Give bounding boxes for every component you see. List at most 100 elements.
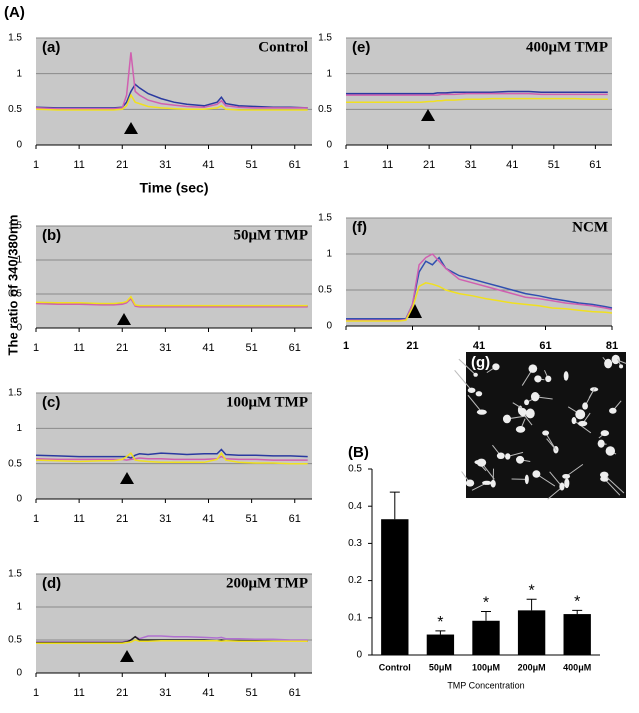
cell [582, 402, 588, 409]
y-tick-label: 1 [16, 423, 22, 434]
x-axis-label: TMP Concentration [447, 680, 524, 690]
image-label: (g) [471, 354, 490, 371]
y-tick-label: 0.5 [8, 458, 22, 469]
cell [492, 363, 499, 370]
x-tick-label: 51 [246, 342, 258, 354]
cell [476, 391, 483, 396]
y-axis-label: The ratio of 340/380nm [5, 215, 20, 356]
cell [466, 479, 474, 486]
x-tick-label: 21 [116, 159, 128, 171]
cell [575, 409, 585, 419]
x-tick-label: 100μM [472, 662, 500, 672]
x-tick-label: 61 [289, 342, 301, 354]
panel-title: NCM [572, 219, 608, 235]
significance-marker: * [574, 594, 580, 611]
x-tick-label: 51 [246, 159, 258, 171]
x-tick-label: 51 [246, 687, 258, 699]
panel-title: 400μM TMP [526, 39, 608, 55]
y-tick-label: 1.5 [8, 221, 22, 232]
y-tick-label: 1.5 [318, 33, 332, 44]
panel-label: (B) [348, 444, 369, 461]
x-tick-label: 400μM [563, 662, 591, 672]
x-axis-label: Time (sec) [140, 180, 209, 196]
y-tick-label: 1.5 [318, 213, 332, 224]
panel-label: (c) [42, 394, 60, 411]
cell [564, 478, 569, 488]
y-tick-label: 0.1 [348, 612, 362, 623]
y-tick-label: 1 [16, 68, 22, 79]
x-tick-label: 31 [159, 342, 171, 354]
cell [473, 373, 478, 377]
y-tick-label: 0 [326, 140, 332, 151]
y-tick-label: 0.4 [348, 501, 362, 512]
x-tick-label: 31 [159, 159, 171, 171]
cell [542, 430, 549, 435]
x-tick-label: 31 [159, 687, 171, 699]
cell [482, 481, 491, 485]
cell [564, 371, 569, 381]
cell [519, 408, 526, 416]
x-tick-label: 81 [606, 340, 618, 352]
cell [516, 456, 524, 464]
x-tick-label: 11 [382, 159, 393, 171]
x-tick-label: Control [379, 662, 411, 672]
x-tick-label: 1 [33, 159, 39, 171]
panel-label: (f) [352, 219, 367, 236]
x-tick-label: 41 [202, 687, 214, 699]
x-tick-label: 41 [202, 342, 214, 354]
cell [604, 359, 612, 369]
cell [612, 355, 620, 364]
x-tick-label: 41 [202, 159, 214, 171]
y-tick-label: 0 [16, 668, 22, 679]
x-tick-label: 61 [289, 513, 301, 525]
x-tick-label: 31 [465, 159, 477, 171]
y-tick-label: 1 [16, 602, 22, 613]
y-tick-label: 1.5 [8, 569, 22, 580]
x-tick-label: 61 [539, 340, 551, 352]
cell [497, 452, 505, 459]
x-tick-label: 11 [73, 513, 84, 525]
cell [601, 430, 609, 436]
y-tick-label: 0.5 [8, 635, 22, 646]
cell [468, 388, 476, 393]
panel-title: 200μM TMP [226, 575, 308, 591]
x-tick-label: 21 [116, 687, 128, 699]
x-tick-label: 21 [406, 340, 418, 352]
x-tick-label: 21 [116, 342, 128, 354]
cell [516, 426, 525, 433]
panel-title: 100μM TMP [226, 394, 308, 410]
cell [559, 482, 564, 490]
x-tick-label: 41 [473, 340, 485, 352]
cell [531, 392, 539, 401]
cell [606, 446, 615, 455]
y-tick-label: 0 [326, 321, 332, 332]
x-tick-label: 61 [589, 159, 601, 171]
error-bar [435, 631, 445, 635]
y-tick-label: 0.2 [348, 575, 362, 586]
y-tick-label: 0.3 [348, 538, 362, 549]
bar [427, 635, 454, 655]
y-tick-label: 0.5 [318, 285, 332, 296]
y-tick-label: 0.5 [8, 289, 22, 300]
cell [562, 474, 570, 479]
y-tick-label: 1 [16, 255, 22, 266]
x-tick-label: 21 [116, 513, 128, 525]
y-tick-label: 0.5 [348, 464, 362, 475]
x-tick-label: 50μM [429, 662, 452, 672]
x-tick-label: 61 [289, 687, 301, 699]
x-tick-label: 21 [423, 159, 435, 171]
x-tick-label: 41 [506, 159, 518, 171]
cell [477, 459, 486, 467]
x-tick-label: 1 [33, 687, 39, 699]
x-tick-label: 31 [159, 513, 171, 525]
y-tick-label: 1.5 [8, 33, 22, 44]
error-bar [390, 492, 400, 519]
panel-title: 50μM TMP [234, 227, 308, 243]
x-tick-label: 1 [343, 340, 349, 352]
y-tick-label: 1 [326, 68, 332, 79]
panel-label: (d) [42, 575, 61, 592]
bar [472, 621, 499, 655]
cell [529, 364, 538, 373]
cell [545, 376, 551, 383]
panel-title: Control [258, 39, 308, 55]
